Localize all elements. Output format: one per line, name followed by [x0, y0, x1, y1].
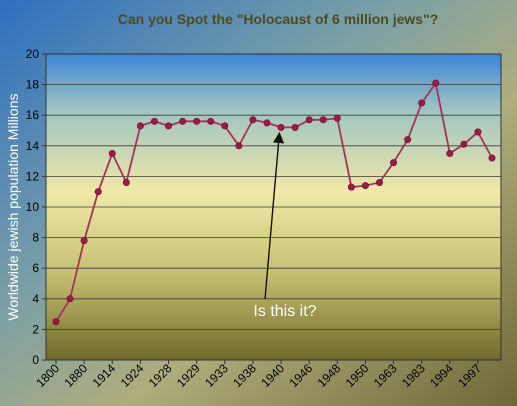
data-point: [165, 122, 173, 130]
y-tick-label: 18: [26, 78, 40, 92]
y-tick-label: 2: [32, 322, 39, 336]
data-point: [474, 128, 482, 136]
y-tick-label: 6: [32, 261, 39, 275]
y-tick-label: 20: [26, 47, 40, 61]
data-point: [418, 99, 426, 107]
data-point: [361, 182, 369, 190]
data-point: [207, 117, 215, 125]
annotation: Is this it?: [253, 131, 317, 320]
data-point: [52, 318, 60, 326]
y-tick-label: 4: [32, 292, 39, 306]
y-tick-label: 0: [32, 353, 39, 367]
data-point: [404, 136, 412, 144]
chart-title: Can you Spot the "Holocaust of 6 million…: [118, 11, 439, 27]
data-point: [179, 117, 187, 125]
data-point: [235, 142, 243, 150]
data-point: [136, 122, 144, 130]
data-point: [390, 159, 398, 167]
y-tick-label: 12: [26, 169, 40, 183]
series-population: [52, 79, 496, 326]
data-point: [122, 179, 130, 187]
y-axis-ticks: 0 2 4 6 8 10 12 14 16 18 20: [26, 47, 46, 367]
data-point: [193, 117, 201, 125]
data-point: [432, 79, 440, 87]
data-point: [94, 188, 102, 196]
data-point: [80, 237, 88, 245]
data-point: [249, 116, 257, 124]
data-point: [347, 183, 355, 191]
series-line: [55, 80, 493, 323]
data-point: [488, 154, 496, 162]
y-axis-label: Worldwide jewish population Millions: [5, 94, 21, 321]
y-tick-label: 14: [26, 139, 40, 153]
data-point: [277, 123, 285, 131]
data-point: [291, 123, 299, 131]
annotation-arrow: [264, 131, 285, 300]
data-point: [108, 149, 116, 157]
y-tick-label: 16: [26, 108, 40, 122]
data-point: [375, 179, 383, 187]
data-point: [221, 122, 229, 130]
data-point: [263, 119, 271, 127]
y-tick-label: 10: [26, 200, 40, 214]
data-point: [460, 140, 468, 148]
gridlines: [46, 84, 501, 330]
data-point: [446, 149, 454, 157]
data-point: [305, 116, 313, 124]
data-point: [66, 295, 74, 303]
data-point: [150, 117, 158, 125]
annotation-label: Is this it?: [253, 303, 316, 320]
data-point: [333, 114, 341, 122]
y-tick-label: 8: [32, 231, 39, 245]
data-point: [319, 116, 327, 124]
